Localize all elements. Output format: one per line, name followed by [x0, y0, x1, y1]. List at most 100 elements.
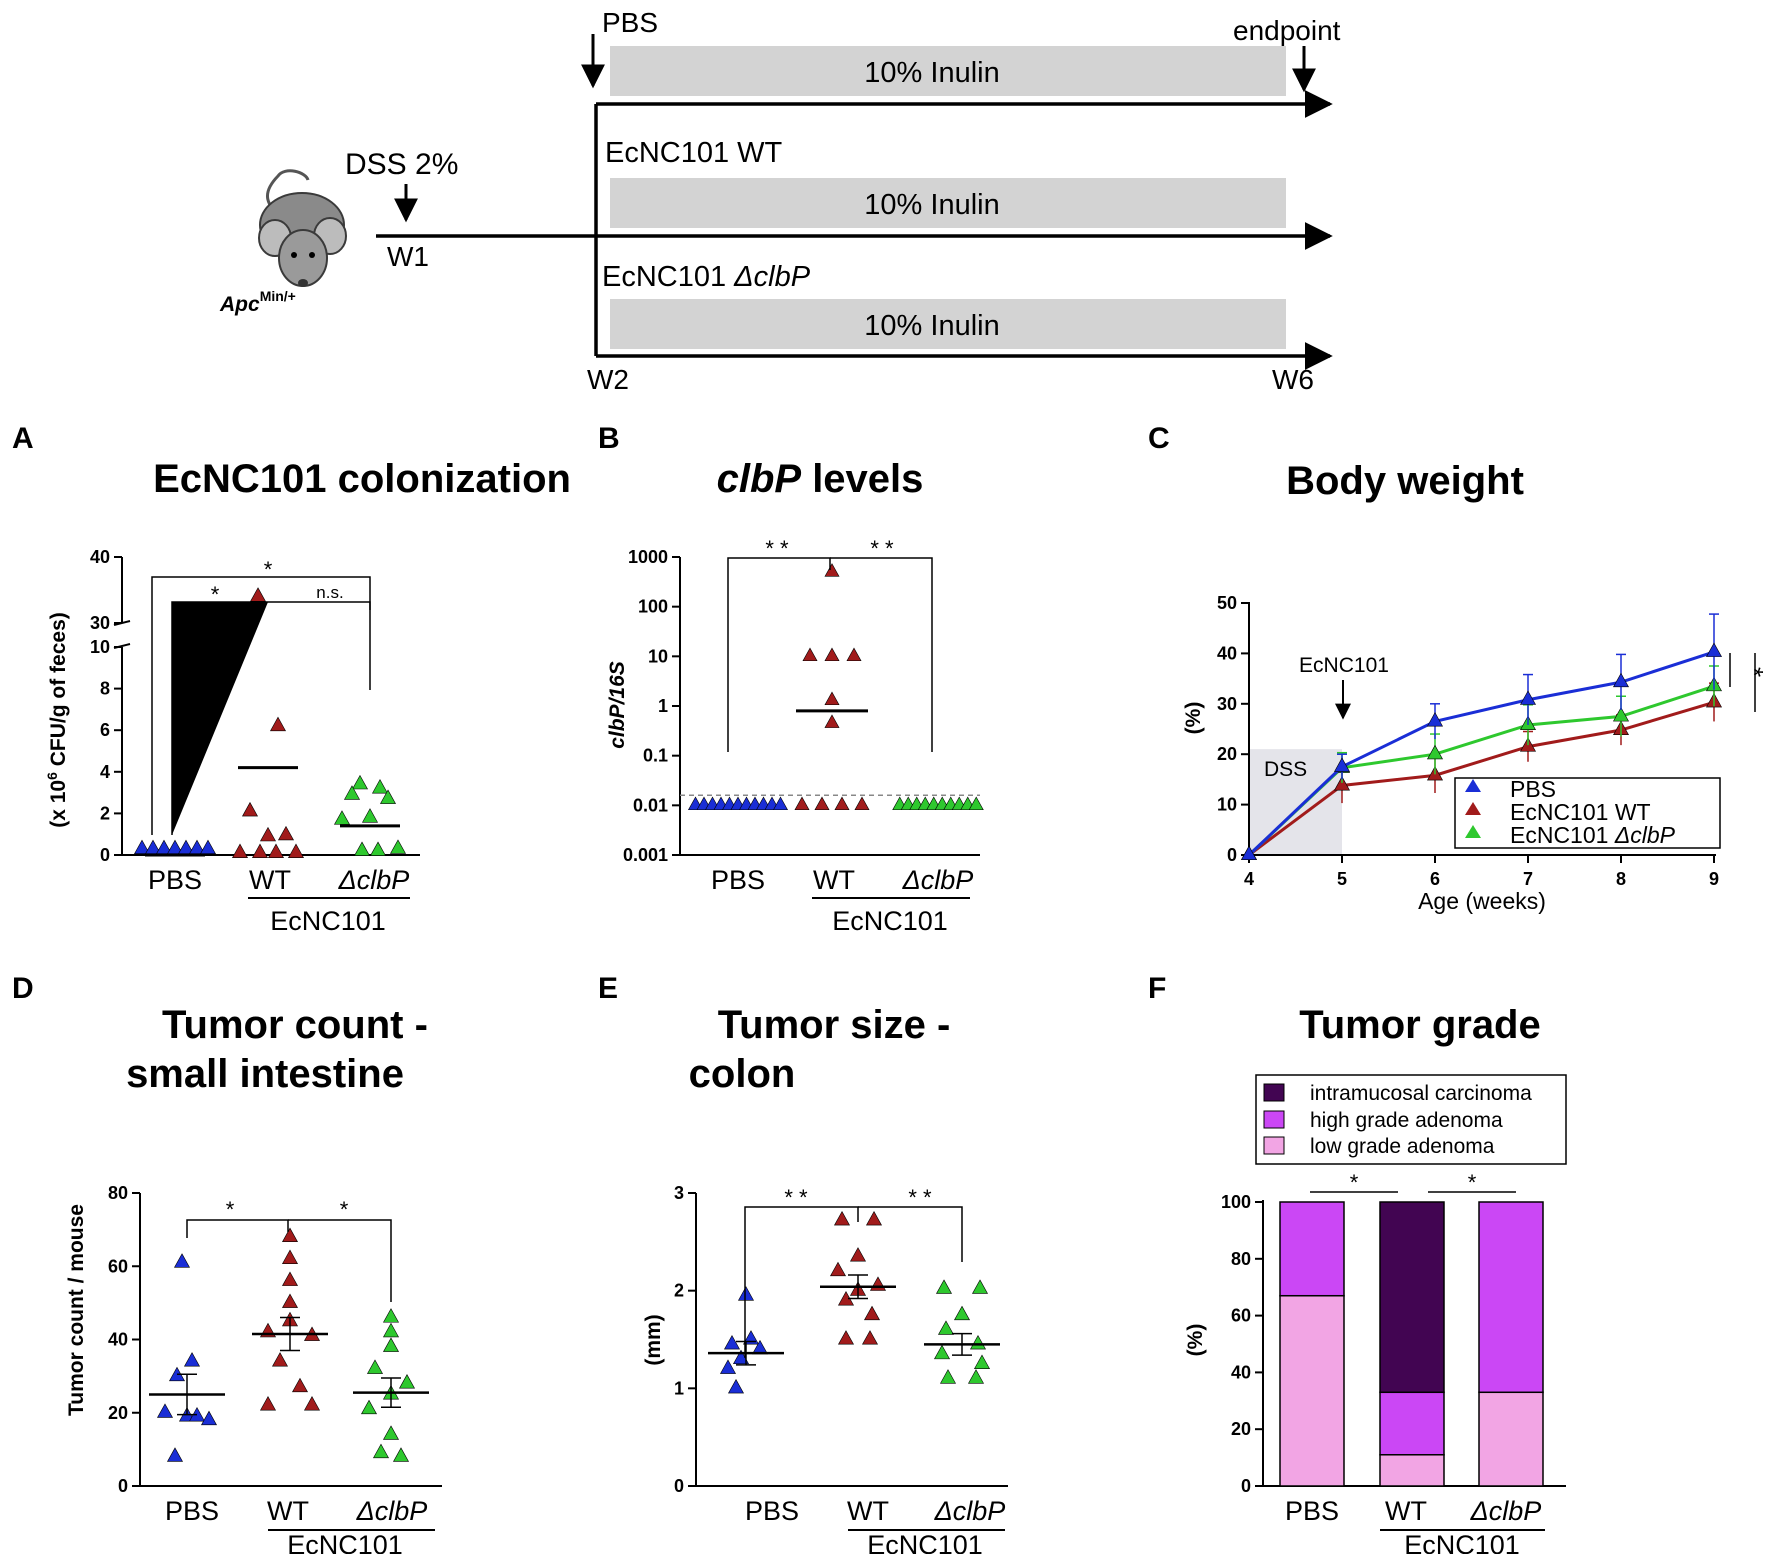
panel-a-y-axis-label: (x 106 CFU/g of feces) — [44, 612, 70, 828]
panel-d-bracket-wt-dclbp — [288, 1219, 392, 1302]
inulin-bar-wt — [610, 178, 1286, 228]
panel-a-point-wt — [269, 716, 287, 732]
panel-d-point-dclbp — [382, 1308, 400, 1323]
panel-e: Tumor size - colon (mm) 0 1 2 3 * * * * PBS… — [642, 1003, 1008, 1554]
panel-a-y-tick-label: 30 — [90, 613, 110, 633]
pbs-arm-label: PBS — [602, 7, 658, 38]
panel-d: Tumor count - small intestine Tumor coun… — [65, 1003, 442, 1554]
panel-e-y-tick-label: 3 — [674, 1183, 684, 1203]
panel-d-y-tick-label: 80 — [108, 1183, 128, 1203]
panel-a-point-dclbp — [351, 774, 369, 790]
panel-e-point-wt — [861, 1330, 879, 1345]
panel-f-bar-wt-low-grade — [1379, 1454, 1445, 1487]
panel-f-legend-ic-swatch — [1263, 1083, 1285, 1102]
panel-c-point-pbs — [1333, 757, 1351, 772]
panel-a-point-dclbp — [379, 789, 397, 804]
panel-b-y-tick-label: 1 — [658, 696, 668, 716]
panel-c-y-tick-label: 10 — [1217, 795, 1237, 815]
panel-f-y-tick-label: 60 — [1231, 1306, 1251, 1326]
panel-e-point-dclbp — [937, 1320, 955, 1335]
panel-f-legend-ic: intramucosal carcinoma — [1310, 1082, 1532, 1105]
panel-c-xlabel: Age (weeks) — [1418, 888, 1546, 914]
panel-b-y-tick-label: 10 — [648, 646, 668, 666]
panel-d-sig-pbs-wt: * — [226, 1197, 235, 1222]
panel-c-marks — [1240, 613, 1723, 861]
panel-f-marks — [1279, 1201, 1544, 1487]
panel-a-point-pbs — [199, 839, 217, 855]
panel-e-point-wt — [837, 1330, 855, 1345]
panel-c-y-tick-label: 30 — [1217, 694, 1237, 714]
panel-a-bracket-pbs-dclbp — [151, 576, 371, 835]
panel-e-point-dclbp — [933, 1344, 951, 1360]
panel-c-point-pbs — [1519, 690, 1537, 705]
panel-e-sig-pbs-wt: * * — [784, 1185, 808, 1210]
panel-a-y-tick-label: 8 — [100, 679, 110, 699]
panel-f-bar-wt-high-grade — [1379, 1391, 1445, 1456]
panel-c-point-pbs — [1612, 672, 1630, 688]
panel-a-point-wt — [277, 825, 295, 841]
panel-b: clbP levels clbP/16S 0.001 0.01 0.1 1 10 100 1… — [606, 457, 984, 936]
panel-c-dss-shade — [1249, 749, 1342, 855]
panel-d-marks — [149, 1227, 429, 1462]
inulin-label-pbs: 10% Inulin — [864, 57, 999, 89]
panel-d-point-wt — [281, 1249, 299, 1264]
panel-c-point-wt — [1333, 776, 1351, 791]
panel-d-y-tick-label: 60 — [108, 1256, 128, 1276]
panel-b-y-tick-label: 1000 — [628, 547, 668, 567]
panel-e-point-pbs — [737, 1286, 755, 1301]
panel-e-point-pbs — [727, 1378, 745, 1394]
panel-a-significance: * * n.s. — [151, 557, 371, 835]
panel-d-point-dclbp — [366, 1359, 384, 1374]
panel-f-y-tick-label: 40 — [1231, 1362, 1251, 1382]
panel-c-significance: * *** — [1729, 653, 1775, 712]
w1-label: W1 — [387, 241, 429, 272]
panel-e-group-label: EcNC101 — [867, 1530, 983, 1554]
panel-e-point-dclbp — [969, 1334, 987, 1350]
panel-c-title: Body weight — [1286, 459, 1524, 503]
panel-d-point-dclbp — [382, 1425, 400, 1440]
panel-d-y-tick-label: 40 — [108, 1330, 128, 1350]
panel-f-cat-wt: WT — [1385, 1496, 1427, 1526]
panel-d-point-dclbp — [382, 1322, 400, 1338]
panel-e-y-axis-label: (mm) — [642, 1314, 665, 1365]
panel-b-y-axis-label: clbP/16S — [606, 661, 629, 749]
panel-b-point-wt — [824, 647, 840, 662]
panel-a-point-pbs — [133, 839, 151, 855]
panel-c-legend-box — [1454, 777, 1721, 849]
panel-d-ticks: 0 20 40 60 80 — [108, 1183, 140, 1496]
inulin-label-dclbp: 10% Inulin — [864, 310, 999, 342]
panel-c-x-tick-label: 4 — [1244, 869, 1254, 889]
dclbp-arm-label: EcNC101 ΔclbP — [602, 261, 811, 293]
panel-a-point-wt — [267, 843, 285, 858]
panel-d-y-tick-label: 0 — [118, 1476, 128, 1496]
panel-c-point-pbs — [1426, 712, 1444, 727]
panel-b-title: clbP levels — [717, 457, 924, 501]
w2-label: W2 — [587, 364, 629, 395]
panel-e-point-pbs — [719, 1359, 737, 1374]
panel-a-point-wt — [231, 843, 249, 858]
panel-f: Tumor grade intramucosal carcinoma high … — [1184, 1003, 1567, 1554]
panel-a-y-tick-label: 6 — [100, 720, 110, 740]
panel-b-point-wt — [802, 647, 818, 662]
panel-letter-b: B — [598, 422, 620, 455]
panel-b-y-tick-label: 0.001 — [623, 845, 668, 865]
panel-f-significance: * * — [1310, 1170, 1516, 1195]
mouse-icon — [258, 169, 347, 287]
wt-arm-label: EcNC101 WT — [605, 137, 783, 169]
panel-e-point-wt — [865, 1210, 883, 1226]
panel-f-cat-pbs: PBS — [1285, 1496, 1339, 1526]
panel-c-legend-pbs: PBS — [1510, 776, 1556, 802]
panel-d-title-line-2: small intestine — [126, 1052, 404, 1096]
panel-b-significance: * * * * — [727, 536, 933, 752]
panel-a-point-wt — [251, 843, 269, 858]
panel-e-y-tick-label: 1 — [674, 1378, 684, 1398]
panel-a-bracket-wt-dclbp — [268, 601, 371, 690]
panel-c-legend-dclbp: EcNC101 ΔclbP — [1510, 822, 1676, 848]
panel-f-y-tick-label: 0 — [1241, 1476, 1251, 1496]
panel-b-group-label: EcNC101 — [832, 906, 948, 936]
panel-b-bracket-wt-dclbp — [830, 557, 933, 752]
panel-c-legend: PBS EcNC101 WT EcNC101 ΔclbP — [1454, 776, 1721, 849]
panel-d-cat-wt: WT — [267, 1496, 309, 1526]
panel-e-sig-wt-dclbp: * * — [908, 1185, 932, 1210]
panel-d-point-wt — [281, 1293, 299, 1308]
